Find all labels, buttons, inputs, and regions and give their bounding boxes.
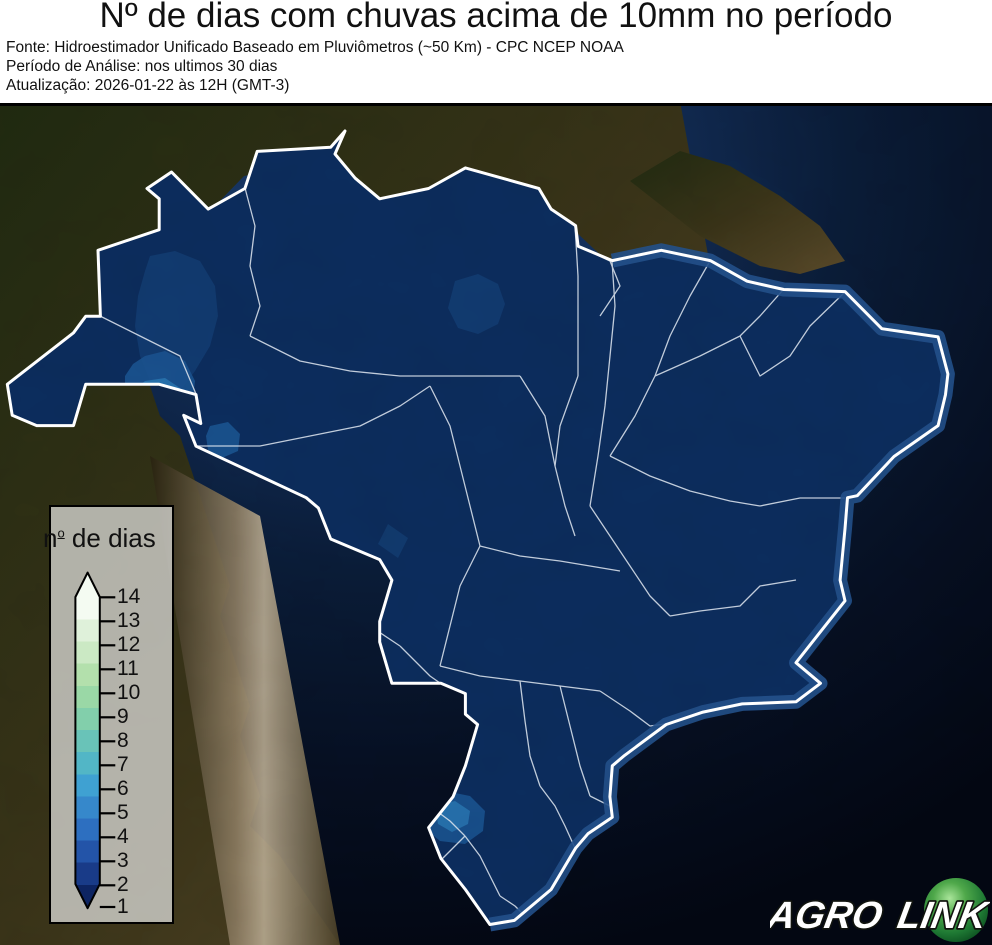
svg-text:AGRO: AGRO [770,894,886,937]
svg-text:LINK: LINK [894,894,990,937]
